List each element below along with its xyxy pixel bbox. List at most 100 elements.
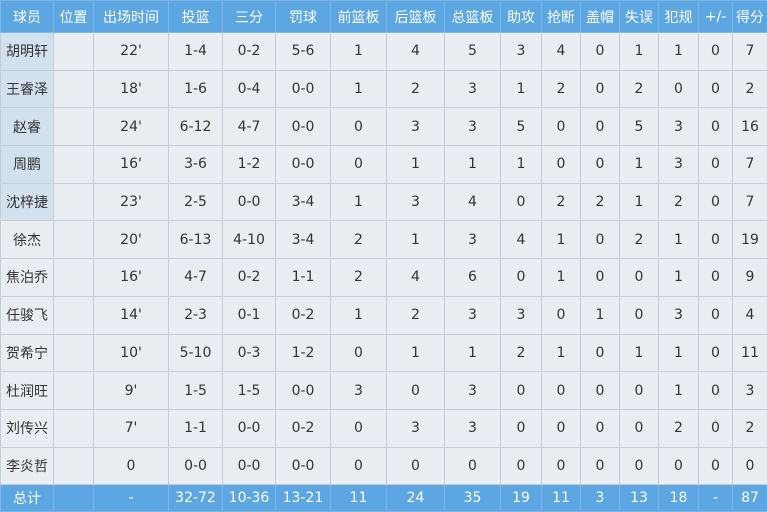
player-name[interactable]: 贺希宁 bbox=[1, 334, 54, 372]
stat-cell bbox=[54, 70, 94, 108]
stat-cell: 3 bbox=[387, 108, 445, 146]
column-header[interactable]: 犯规 bbox=[659, 1, 699, 33]
stat-cell: 3-4 bbox=[276, 183, 331, 221]
stat-cell: 0 bbox=[620, 409, 659, 447]
stat-cell bbox=[54, 221, 94, 259]
stat-cell: 2 bbox=[542, 183, 581, 221]
stat-cell: 3 bbox=[387, 183, 445, 221]
stat-cell: 1 bbox=[659, 33, 699, 71]
stat-cell: 0 bbox=[331, 334, 387, 372]
stat-cell: 3 bbox=[733, 372, 767, 410]
stat-cell: 2 bbox=[659, 409, 699, 447]
player-name[interactable]: 王睿泽 bbox=[1, 70, 54, 108]
stat-cell: 0 bbox=[331, 108, 387, 146]
stat-cell: 0 bbox=[581, 409, 620, 447]
player-name[interactable]: 焦泊乔 bbox=[1, 259, 54, 297]
stat-cell: 0-0 bbox=[169, 447, 223, 485]
stat-cell: 2 bbox=[542, 70, 581, 108]
column-header[interactable]: 投篮 bbox=[169, 1, 223, 33]
stat-cell: 3 bbox=[331, 372, 387, 410]
stat-cell: 3 bbox=[445, 296, 501, 334]
stat-cell: 4-7 bbox=[223, 108, 276, 146]
player-name[interactable]: 周鹏 bbox=[1, 146, 54, 184]
player-name[interactable]: 刘传兴 bbox=[1, 409, 54, 447]
column-header[interactable]: +/- bbox=[699, 1, 733, 33]
stat-cell: 0-3 bbox=[223, 334, 276, 372]
column-header[interactable]: 总篮板 bbox=[445, 1, 501, 33]
player-name[interactable]: 胡明轩 bbox=[1, 33, 54, 71]
stat-cell bbox=[54, 108, 94, 146]
column-header[interactable]: 后篮板 bbox=[387, 1, 445, 33]
column-header[interactable]: 出场时间 bbox=[94, 1, 169, 33]
stat-cell bbox=[54, 296, 94, 334]
total-cell: 87 bbox=[733, 485, 767, 512]
stat-cell: 0 bbox=[501, 409, 542, 447]
total-cell: 10-36 bbox=[223, 485, 276, 512]
stat-cell: 0 bbox=[331, 409, 387, 447]
column-header[interactable]: 三分 bbox=[223, 1, 276, 33]
stat-cell: 4 bbox=[387, 259, 445, 297]
column-header[interactable]: 位置 bbox=[54, 1, 94, 33]
stat-cell: 5-10 bbox=[169, 334, 223, 372]
column-header[interactable]: 前篮板 bbox=[331, 1, 387, 33]
stat-cell: 1 bbox=[620, 334, 659, 372]
stat-cell: 3 bbox=[659, 296, 699, 334]
stat-cell: 0 bbox=[542, 447, 581, 485]
column-header[interactable]: 球员 bbox=[1, 1, 54, 33]
player-name[interactable]: 赵睿 bbox=[1, 108, 54, 146]
stat-cell: 1-1 bbox=[169, 409, 223, 447]
stat-cell: 1-6 bbox=[169, 70, 223, 108]
stat-cell: 0 bbox=[659, 447, 699, 485]
stat-cell: 2 bbox=[331, 221, 387, 259]
stat-cell: 18' bbox=[94, 70, 169, 108]
column-header[interactable]: 助攻 bbox=[501, 1, 542, 33]
stat-cell: 11 bbox=[733, 334, 767, 372]
header-row: 球员位置出场时间投篮三分罚球前篮板后篮板总篮板助攻抢断盖帽失误犯规+/-得分 bbox=[1, 1, 767, 33]
stat-cell: 0 bbox=[699, 447, 733, 485]
player-name[interactable]: 沈梓捷 bbox=[1, 183, 54, 221]
stat-cell: 3 bbox=[501, 296, 542, 334]
stat-cell bbox=[54, 146, 94, 184]
stat-cell: 19 bbox=[733, 221, 767, 259]
stat-cell: 1 bbox=[620, 146, 659, 184]
stat-cell: 3-6 bbox=[169, 146, 223, 184]
column-header[interactable]: 失误 bbox=[620, 1, 659, 33]
column-header[interactable]: 盖帽 bbox=[581, 1, 620, 33]
stat-cell: 0 bbox=[94, 447, 169, 485]
stat-cell: 2 bbox=[733, 409, 767, 447]
stat-cell: 1 bbox=[387, 221, 445, 259]
player-name[interactable]: 李炎哲 bbox=[1, 447, 54, 485]
player-name[interactable]: 徐杰 bbox=[1, 221, 54, 259]
total-cell: - bbox=[94, 485, 169, 512]
column-header[interactable]: 得分 bbox=[733, 1, 767, 33]
stat-cell: 1 bbox=[620, 183, 659, 221]
stat-cell: 1-5 bbox=[223, 372, 276, 410]
stat-cell: 4-7 bbox=[169, 259, 223, 297]
stat-cell: 2 bbox=[501, 334, 542, 372]
stat-cell: 0 bbox=[699, 146, 733, 184]
stat-cell: 0 bbox=[699, 372, 733, 410]
column-header[interactable]: 抢断 bbox=[542, 1, 581, 33]
stat-cell: 4-10 bbox=[223, 221, 276, 259]
column-header[interactable]: 罚球 bbox=[276, 1, 331, 33]
stat-cell: 0 bbox=[581, 334, 620, 372]
stat-cell: 0 bbox=[620, 259, 659, 297]
stat-cell: 16' bbox=[94, 259, 169, 297]
stat-cell: 2 bbox=[387, 70, 445, 108]
stat-cell: 4 bbox=[501, 221, 542, 259]
stat-cell: 16' bbox=[94, 146, 169, 184]
stat-cell: 0 bbox=[581, 146, 620, 184]
stat-cell: 6-13 bbox=[169, 221, 223, 259]
player-name[interactable]: 杜润旺 bbox=[1, 372, 54, 410]
stat-cell: 3 bbox=[445, 409, 501, 447]
stat-cell: 1 bbox=[331, 70, 387, 108]
stat-cell: 0 bbox=[699, 108, 733, 146]
stat-cell: 0 bbox=[699, 334, 733, 372]
player-name[interactable]: 任骏飞 bbox=[1, 296, 54, 334]
